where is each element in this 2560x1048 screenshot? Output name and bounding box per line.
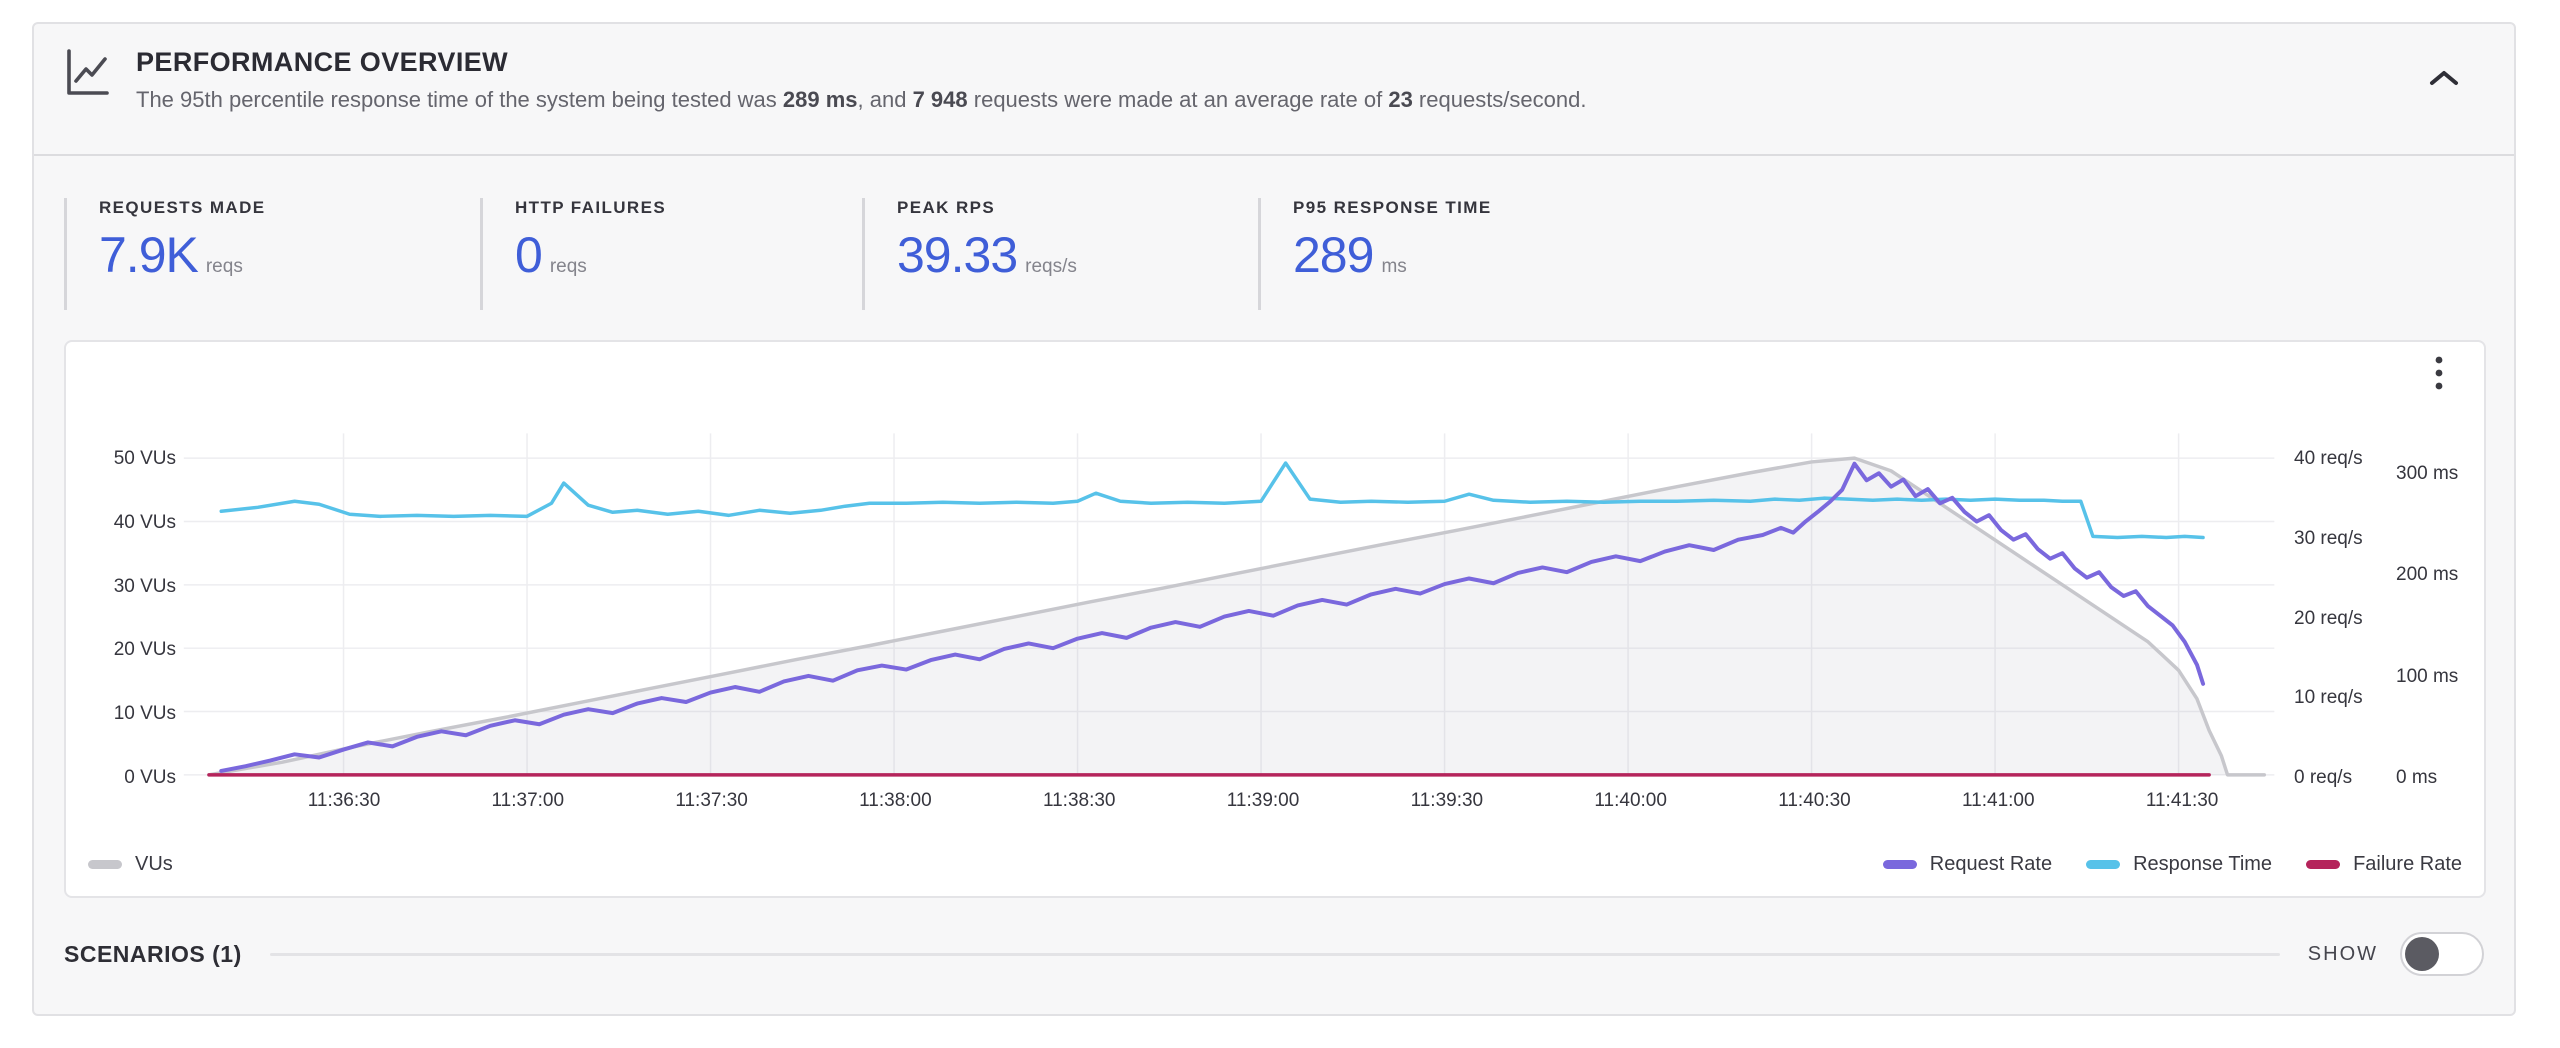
legend-label: Request Rate xyxy=(1929,853,2053,875)
scenarios-title: SCENARIOS (1) xyxy=(64,940,242,967)
time-tick-label: 11:39:00 xyxy=(1226,790,1300,811)
description-highlight: 7 948 xyxy=(912,87,968,112)
rps-tick-label: 0 req/s xyxy=(2294,767,2353,788)
legend-item-request-rate[interactable]: Request Rate xyxy=(1882,853,2053,876)
ms-tick-label: 300 ms xyxy=(2396,463,2459,484)
legend-swatch xyxy=(2306,860,2341,869)
stat-requests-made: REQUESTS MADE 7.9K reqs xyxy=(64,198,480,310)
time-tick-label: 11:39:30 xyxy=(1410,790,1484,811)
time-tick-label: 11:38:30 xyxy=(1042,790,1116,811)
description-text: requests were made at an average rate of xyxy=(967,87,1389,112)
rps-tick-label: 10 req/s xyxy=(2294,687,2363,709)
chart-line-icon xyxy=(64,48,110,98)
kebab-menu-icon xyxy=(2434,356,2444,393)
legend-item-response-time[interactable]: Response Time xyxy=(2086,853,2272,876)
stat-p95-response-time: P95 RESPONSE TIME 289 ms xyxy=(1258,198,1492,310)
stat-label: PEAK RPS xyxy=(897,198,996,217)
rps-tick-label: 40 req/s xyxy=(2294,448,2363,469)
legend-label: Failure Rate xyxy=(2353,853,2462,875)
description-text: requests/second. xyxy=(1412,87,1587,112)
stat-unit: reqs xyxy=(549,256,587,277)
panel-description: The 95th percentile response time of the… xyxy=(136,85,1586,115)
stats-row: REQUESTS MADE 7.9K reqs HTTP FAILURES 0 reqs P… xyxy=(34,156,2514,310)
scenarios-row: SCENARIOS (1) SHOW xyxy=(64,920,2484,988)
panel-title: PERFORMANCE OVERVIEW xyxy=(136,47,509,77)
description-highlight: 23 xyxy=(1388,87,1413,112)
description-text: The 95th percentile response time of the… xyxy=(136,87,783,112)
legend-swatch xyxy=(88,860,122,869)
time-tick-label: 11:40:30 xyxy=(1778,790,1851,811)
legend-left: VUs xyxy=(88,853,173,876)
legend-item-failure-rate[interactable]: Failure Rate xyxy=(2306,853,2462,876)
stat-unit: reqs xyxy=(205,256,243,277)
stat-value: 0 xyxy=(515,227,543,283)
description-highlight: 289 ms xyxy=(782,87,858,112)
stat-peak-rps: PEAK RPS 39.33 reqs/s xyxy=(862,198,1258,310)
time-tick-label: 11:41:30 xyxy=(2145,790,2219,811)
collapse-button[interactable] xyxy=(2426,64,2462,94)
legend-swatch xyxy=(1882,860,1917,869)
toggle-knob xyxy=(2405,937,2439,971)
vus-tick-label: 40 VUs xyxy=(113,511,176,533)
legend-label: Response Time xyxy=(2133,853,2273,875)
stat-value: 39.33 xyxy=(897,227,1018,283)
chart-card: 0 VUs 10 VUs 20 VUs 30 VUs 40 VUs 50 VUs 0 re… xyxy=(64,340,2486,898)
time-tick-label: 11:37:00 xyxy=(491,790,565,811)
chart-menu-button[interactable] xyxy=(2420,354,2458,394)
show-label: SHOW xyxy=(2307,942,2378,965)
time-tick-label: 11:41:00 xyxy=(1962,790,2035,811)
stat-value: 7.9K xyxy=(99,227,199,283)
time-tick-label: 11:38:00 xyxy=(859,790,932,811)
rps-tick-label: 20 req/s xyxy=(2294,607,2363,629)
time-tick-label: 11:36:30 xyxy=(307,790,381,811)
rps-tick-label: 30 req/s xyxy=(2294,527,2363,549)
performance-overview-panel: PERFORMANCE OVERVIEW The 95th percentile… xyxy=(32,22,2516,1016)
scenarios-toggle[interactable] xyxy=(2400,932,2484,976)
stat-http-failures: HTTP FAILURES 0 reqs xyxy=(480,198,862,310)
stat-label: P95 RESPONSE TIME xyxy=(1293,198,1492,217)
ms-tick-label: 200 ms xyxy=(2396,564,2459,586)
stat-unit: reqs/s xyxy=(1025,256,1077,277)
vus-tick-label: 30 VUs xyxy=(113,575,176,597)
time-tick-label: 11:37:30 xyxy=(675,790,748,811)
legend-swatch xyxy=(2086,860,2121,869)
stat-unit: ms xyxy=(1381,256,1407,277)
panel-header: PERFORMANCE OVERVIEW The 95th percentile… xyxy=(34,24,2514,156)
stat-value: 289 xyxy=(1293,227,1374,283)
time-tick-label: 11:40:00 xyxy=(1594,790,1667,811)
vus-tick-label: 0 VUs xyxy=(124,767,176,788)
stat-label: HTTP FAILURES xyxy=(515,198,667,217)
vus-tick-label: 10 VUs xyxy=(113,703,176,725)
description-text: , and xyxy=(857,87,913,112)
panel-header-text: PERFORMANCE OVERVIEW The 95th percentile… xyxy=(136,46,1586,115)
scenarios-divider xyxy=(269,952,2280,956)
legend-right: Request Rate Response Time Failure Rate xyxy=(1882,853,2462,876)
legend-label: VUs xyxy=(135,853,173,875)
legend-item-vus[interactable]: VUs xyxy=(88,853,173,876)
ms-tick-label: 0 ms xyxy=(2396,767,2438,788)
chevron-up-icon xyxy=(2429,70,2459,90)
chart-plot-area[interactable] xyxy=(66,342,2484,896)
vus-tick-label: 20 VUs xyxy=(113,639,176,661)
stat-label: REQUESTS MADE xyxy=(99,198,266,217)
ms-tick-label: 100 ms xyxy=(2396,665,2459,687)
vus-tick-label: 50 VUs xyxy=(113,448,176,469)
